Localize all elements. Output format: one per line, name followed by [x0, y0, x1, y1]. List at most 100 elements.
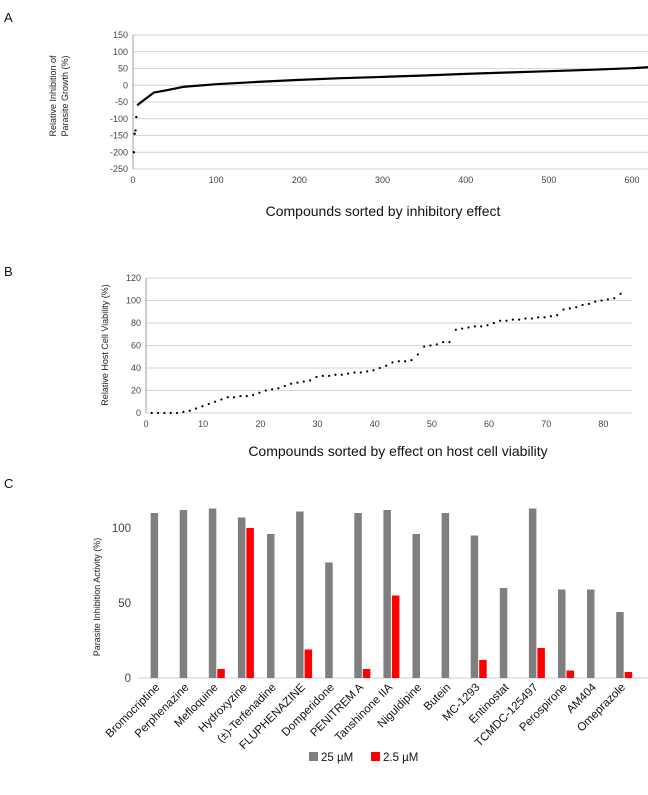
- chart-c-bar-25um: [296, 511, 304, 678]
- chart-c-bar-2-5um: [362, 669, 371, 678]
- chart-c-y-ticks: 100 50 0: [112, 523, 131, 685]
- chart-b-y-ticks: 120 100 80 60 40 20 0: [126, 273, 141, 418]
- chart-b-point: [499, 319, 502, 322]
- chart-c-bar-25um: [587, 589, 595, 678]
- chart-b-point: [213, 400, 217, 403]
- chart-b-point: [442, 341, 445, 344]
- chart-b-point: [182, 410, 185, 413]
- chart-b-point: [613, 297, 616, 300]
- chart-b-point: [575, 306, 578, 309]
- chart-c-bar-25um: [383, 510, 391, 678]
- chart-b-point: [194, 407, 198, 410]
- chart-b-point: [315, 375, 318, 379]
- chart-b-point: [480, 325, 483, 328]
- chart-b-point: [391, 361, 394, 364]
- chart-b-point: [619, 292, 622, 295]
- chart-a-xlabel: Compounds sorted by inhibitory effect: [266, 203, 501, 219]
- panel-label-a: A: [4, 10, 13, 25]
- chart-c-y-tick-label: 0: [125, 673, 131, 685]
- chart-a-gridlines: [133, 34, 648, 170]
- chart-a-ylabel-line1: Relative Inhibition of: [48, 55, 58, 137]
- chart-b-point: [226, 396, 229, 399]
- chart-b-y-tick-label: 100: [126, 296, 141, 306]
- chart-a-point: [134, 129, 137, 132]
- chart-b-points: [150, 292, 622, 415]
- chart-b-xlabel: Compounds sorted by effect on host cell …: [248, 443, 547, 459]
- chart-a-y-tick-label: -200: [110, 147, 128, 157]
- chart-a-points: [132, 115, 138, 154]
- chart-a-y-tick-label: 100: [113, 47, 128, 57]
- chart-c-bar-25um: [470, 535, 479, 678]
- chart-b-point: [524, 317, 527, 320]
- chart-b-point: [461, 327, 464, 330]
- chart-a-x-tick-label: 0: [130, 175, 135, 185]
- chart-b-point: [423, 345, 426, 348]
- chart-c-ylabel: Parasite Inhibition Activity (%): [92, 538, 102, 657]
- chart-c-bar-2-5um: [304, 649, 313, 678]
- chart-a-y-tick-label: -250: [110, 164, 128, 174]
- chart-b-x-tick-label: 0: [143, 419, 148, 429]
- chart-b-point: [587, 302, 590, 305]
- chart-a-y-tick-label: 0: [123, 80, 128, 90]
- chart-b-point: [404, 360, 407, 363]
- chart-b-point: [175, 411, 179, 415]
- chart-a-y-tick-label: -100: [110, 114, 128, 124]
- chart-b: B 120 100 80 60 40 20 0 0 10 20 30 40 50 60 70 80 Rela…: [4, 264, 632, 459]
- chart-b-point: [353, 371, 356, 374]
- chart-b-point: [220, 398, 223, 401]
- chart-a-x-ticks: 0100200300400500600700800: [130, 175, 639, 185]
- chart-b-y-tick-label: 120: [126, 273, 141, 283]
- chart-c-bar-2-5um: [566, 670, 574, 678]
- chart-b-x-ticks: 0 10 20 30 40 50 60 70 80: [143, 419, 608, 429]
- chart-c-bar-2-5um: [479, 660, 487, 678]
- chart-c-bar-25um: [150, 513, 159, 678]
- chart-b-point: [150, 411, 153, 415]
- chart-b-x-tick-label: 50: [427, 419, 437, 429]
- chart-c-bar-25um: [499, 588, 508, 678]
- chart-b-point: [239, 395, 242, 398]
- chart-b-ylabel: Relative Host Cell Viability (%): [100, 284, 110, 405]
- chart-c: C 100 50 0 BromocriptinePerphenazineMefloq…: [4, 476, 648, 764]
- chart-c-y-tick-label: 50: [118, 598, 131, 610]
- chart-a-x-tick-label: 100: [209, 175, 224, 185]
- chart-b-y-tick-label: 40: [131, 363, 141, 373]
- chart-b-y-tick-label: 60: [131, 341, 141, 351]
- chart-b-y-tick-label: 20: [131, 386, 141, 396]
- chart-b-point: [359, 371, 362, 374]
- chart-b-point: [549, 315, 552, 318]
- chart-c-bar-2-5um: [246, 528, 254, 678]
- chart-b-point: [429, 344, 432, 347]
- chart-b-point: [397, 360, 400, 363]
- chart-b-point: [606, 298, 609, 301]
- chart-c-bar-2-5um: [624, 672, 633, 678]
- chart-b-x-tick-label: 40: [370, 419, 380, 429]
- chart-b-point: [448, 341, 451, 344]
- chart-a-y-tick-label: -50: [115, 97, 128, 107]
- chart-b-point: [328, 374, 331, 377]
- chart-b-point: [385, 364, 388, 367]
- chart-b-point: [537, 316, 540, 319]
- chart-b-point: [467, 326, 470, 329]
- chart-b-point: [347, 372, 350, 375]
- chart-b-x-tick-label: 60: [484, 419, 494, 429]
- chart-b-point: [581, 303, 584, 307]
- chart-c-bars: [150, 508, 633, 678]
- panel-label-c: C: [4, 476, 13, 491]
- chart-b-point: [296, 381, 299, 384]
- chart-b-point: [321, 374, 324, 377]
- chart-c-bar-25um: [528, 508, 537, 678]
- chart-a-point: [135, 115, 138, 119]
- chart-c-bar-2-5um: [391, 595, 400, 678]
- chart-b-point: [290, 382, 293, 385]
- chart-b-point: [156, 411, 160, 415]
- chart-b-x-tick-label: 80: [598, 419, 608, 429]
- chart-b-point: [270, 388, 274, 391]
- chart-b-point: [511, 318, 514, 321]
- chart-b-point: [264, 389, 267, 392]
- chart-b-x-tick-label: 20: [255, 419, 265, 429]
- chart-c-bar-2-5um: [537, 648, 545, 678]
- chart-b-point: [283, 384, 286, 388]
- chart-b-point: [594, 300, 597, 303]
- chart-b-point: [416, 353, 419, 356]
